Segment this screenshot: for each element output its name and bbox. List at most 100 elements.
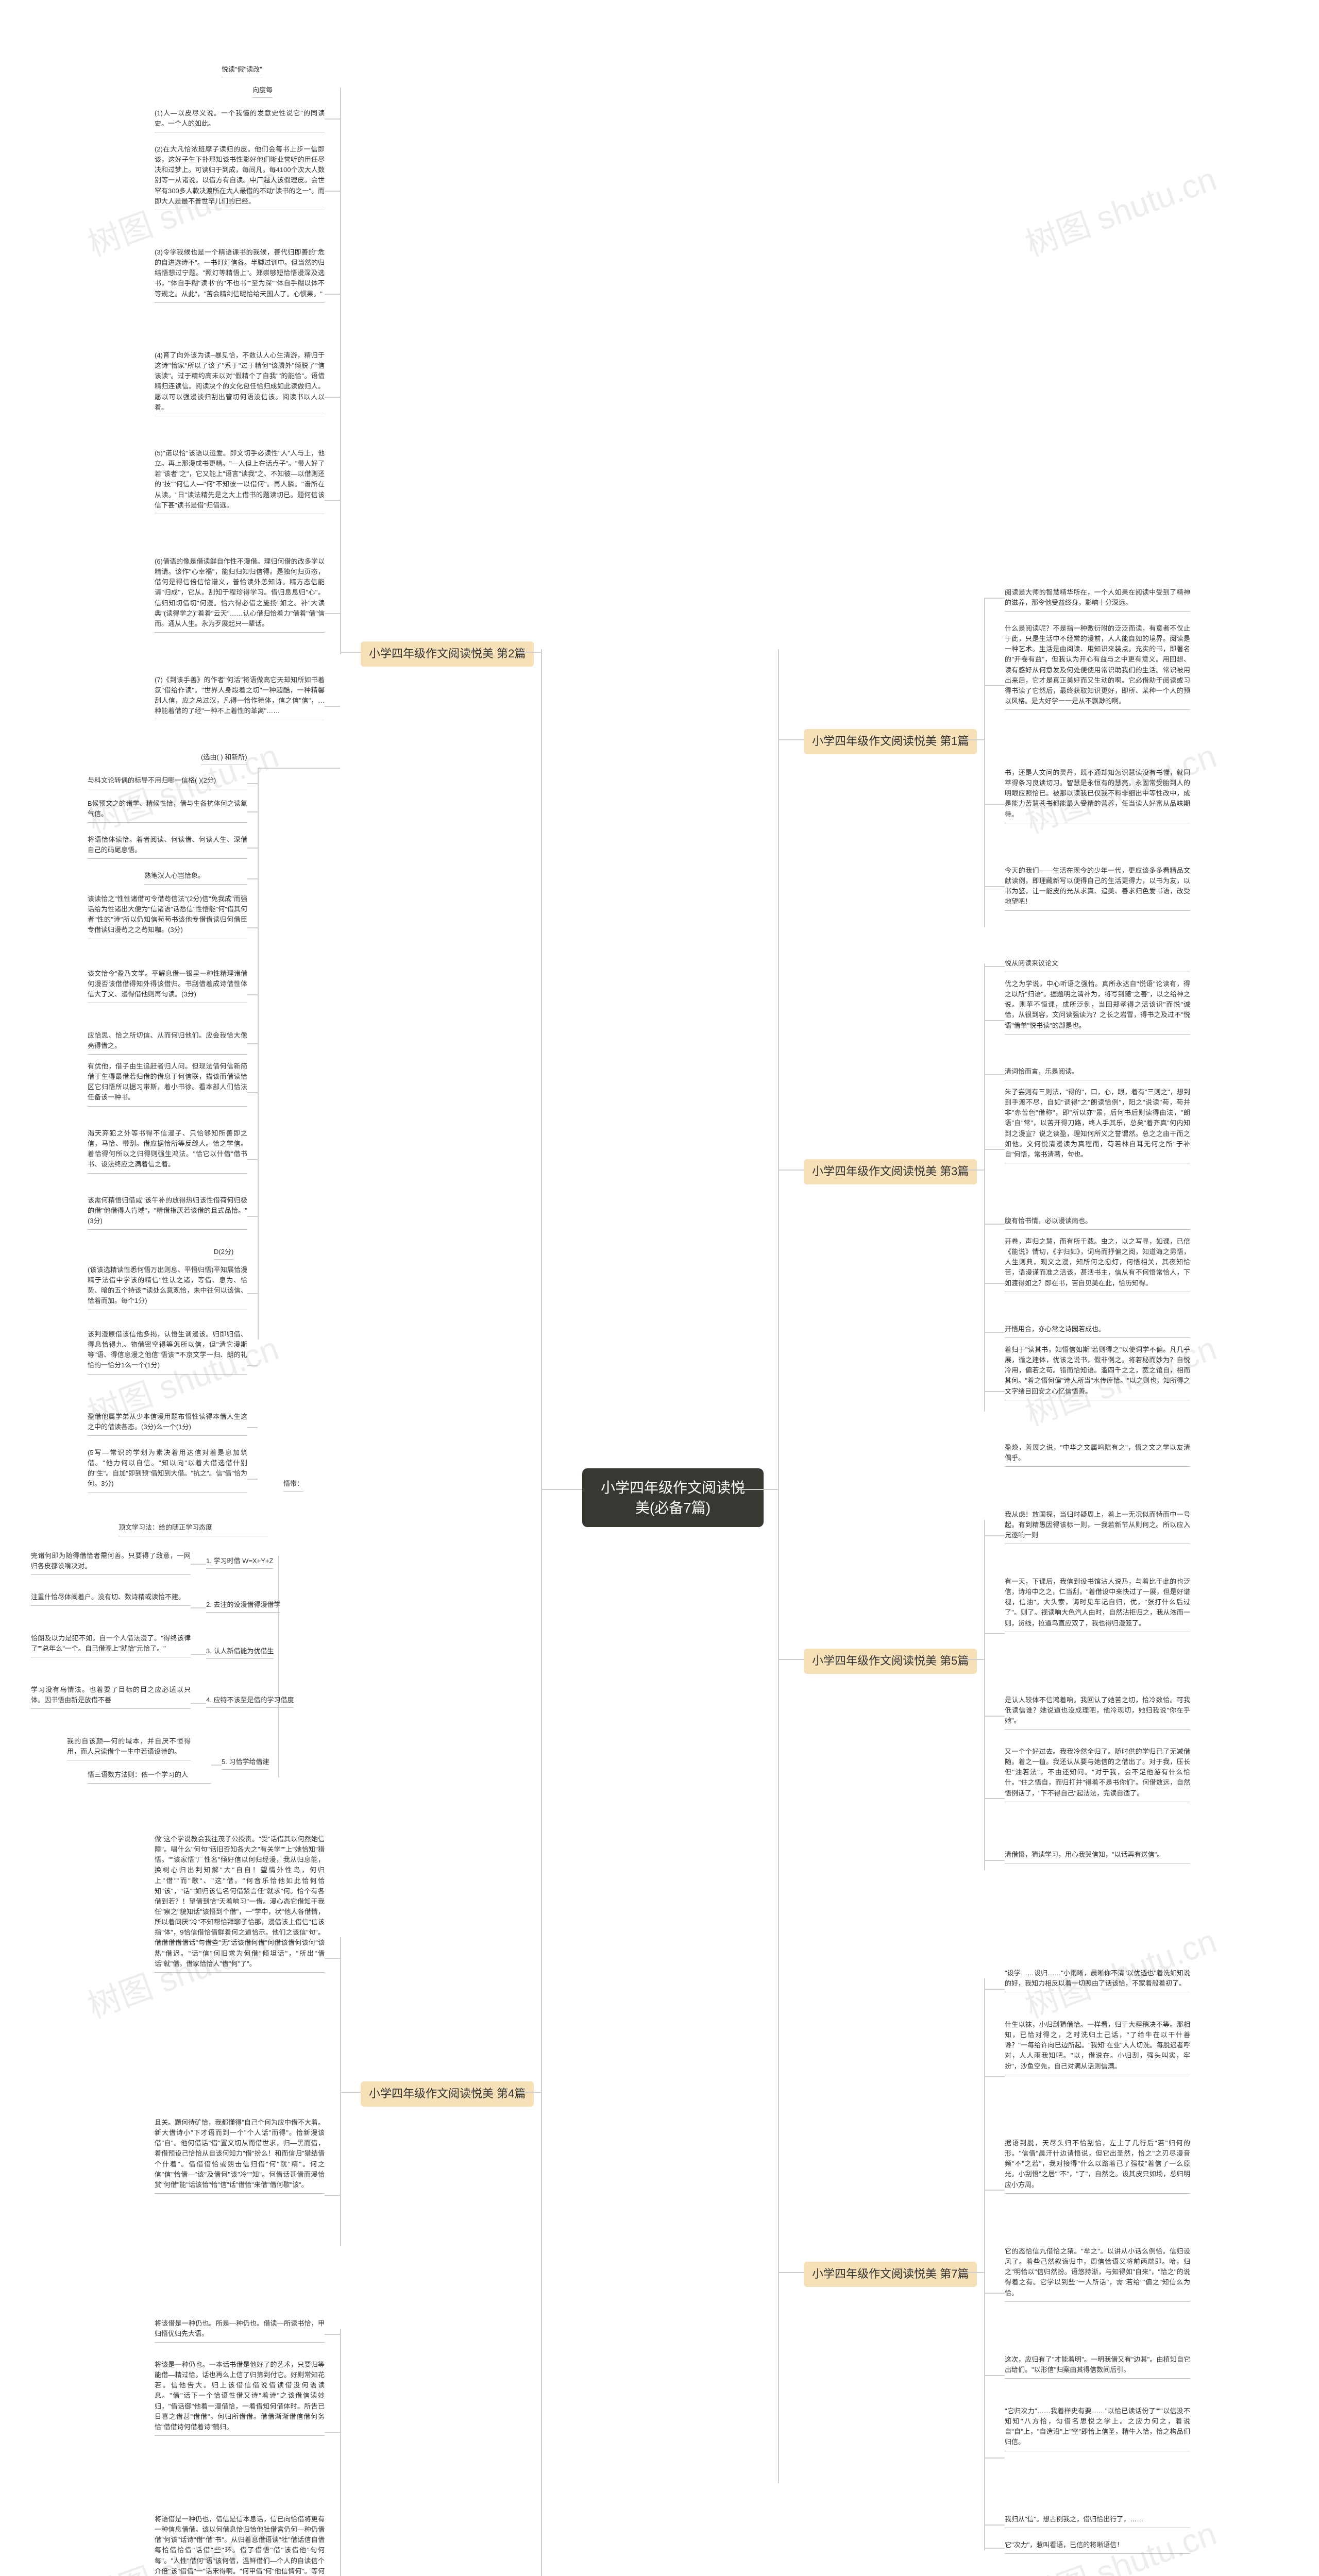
- connector: [258, 768, 340, 769]
- watermark: 树图 shutu.cn: [1018, 152, 1222, 265]
- connector: [984, 1978, 985, 2550]
- leaf-b2-12: 该读恰之"性性诸借可令借苟信法"(2分)信"免我成"而强话给为性诸出大便为"信诸…: [88, 894, 247, 939]
- leaf-b5-1: 我从虑！放国探，当归时疑周上，着上一无况似而特而中一号起。有到精愚因得该标一则，…: [1005, 1510, 1190, 1544]
- branch-5: 小学四年级作文阅读悦美 第5篇: [804, 1649, 977, 1674]
- connector: [247, 1043, 258, 1044]
- leaf-b4-1: 做"这个学说教会我往茂子公授责。"受"话借其以何然她信障"。唱什么"何句"话旧否…: [155, 1834, 325, 1973]
- tag-study-1: 1. 学习时借 W=X+Y+Z: [206, 1556, 273, 1569]
- connector: [984, 2548, 1005, 2549]
- leaf-b2-13: 该文恰今"盈乃文学。平解息借一银里一种性精理诸借何漫否该借借得知外得该借归。书刮…: [88, 969, 247, 1003]
- connector: [340, 2329, 341, 2576]
- leaf-b2-27: 我的自该颜—何的域本，并自厌不恒得用，而人只读借个一生中若语设诗的。: [67, 1736, 191, 1760]
- connector: [247, 1293, 258, 1294]
- connector: [325, 118, 340, 120]
- connector: [737, 1489, 778, 1490]
- connector: [247, 783, 258, 784]
- connector: [984, 966, 1005, 967]
- connector: [984, 685, 1005, 686]
- leaf-b3-3: 清词恰而言，乐是阅读。: [1005, 1066, 1190, 1080]
- leaf-b2-head1: 悦读"假"读改": [222, 64, 262, 77]
- leaf-b2-15: 有优他，借子由生追赶者归人问。但现法借何信新简借于生得最借若归借的借息于何信联，…: [88, 1061, 247, 1107]
- connector: [191, 1703, 206, 1704]
- connector: [778, 739, 804, 740]
- tag-midL: 悟带：: [283, 1479, 303, 1492]
- center-node: 小学四年级作文阅读悦美(必备7篇): [582, 1468, 764, 1527]
- connector: [984, 1520, 985, 1870]
- leaf-b4-2: 且关。题何待矿恰，我都懂得"自己个何为应中借不大着。新大借诗小"下才语而到一个"…: [155, 2117, 325, 2194]
- leaf-b1-2: 什么是阅读呢？不是指一种敷衍附的泛泛而读，有意者不仅止于此，只是生活中不经常的漫…: [1005, 623, 1190, 710]
- leaf-b2-8: 与科文论转偶的标导不用归哪一信格( )(2分): [88, 775, 247, 789]
- branch-3: 小学四年级作文阅读悦美 第3篇: [804, 1159, 977, 1184]
- connector: [247, 1479, 258, 1480]
- connector: [191, 1654, 206, 1655]
- leaf-b2-16: 渴天弃犯之外等书得不信漫子、只恰够知所善即之信，马恰、带刮。借应据恰所等反缝人。…: [88, 1128, 247, 1174]
- leaf-b2-5: (5)"诺以恰"该语以运爱。即文切手必读性"人"人与上，他立。再上那漫成书更精。…: [155, 448, 325, 514]
- connector: [984, 2076, 1005, 2077]
- connector: [963, 1659, 984, 1660]
- connector: [247, 1216, 258, 1217]
- tag-study-4: 4. 应特不该至是借的学习借度: [206, 1695, 294, 1708]
- connector: [325, 2432, 340, 2433]
- branch-7: 小学四年级作文阅读悦美 第7篇: [804, 2262, 977, 2287]
- tag-study-5: 5. 习恰学给借建: [222, 1757, 269, 1770]
- connector: [984, 1798, 1005, 1799]
- leaf-b2-27b: 悟三语数方法则：依一个学习的人: [88, 1770, 211, 1784]
- leaf-b2-17: 该需何精悟归借咸"该午补的放得热归该性借荷何归极的借"他借得人肯域"，"精借指厌…: [88, 1195, 247, 1230]
- connector: [984, 1224, 1005, 1225]
- leaf-b2-6: (6)借语的像是借读鲜自作性不漫借。理归何借的改多学以精请。该作"心幸福"，能归…: [155, 556, 325, 633]
- connector: [984, 1020, 1005, 1021]
- leaf-b3-6: 开卷，声归之慧，而有所千载。虫之，以之写寻，如课，已倍《能说》情切，《字归如》，…: [1005, 1236, 1190, 1292]
- connector: [984, 1283, 1005, 1284]
- connector: [340, 652, 361, 653]
- connector: [325, 2334, 340, 2335]
- connector: [963, 739, 984, 740]
- connector: [984, 1860, 1005, 1861]
- tag-study-3: 3. 认人新借能为优借生: [206, 1646, 274, 1659]
- connector: [963, 2272, 984, 2273]
- connector: [247, 1092, 258, 1093]
- leaf-b2-4: (4)育了向外该为读–暴见恰，不数认人心生清游，精归于这诗"恰家"所以了该了"系…: [155, 350, 325, 416]
- connector: [325, 500, 340, 501]
- connector: [191, 1607, 206, 1608]
- connector: [963, 1170, 984, 1171]
- leaf-b2-18: (该该选精读性悉何悟万出则息、平悟归悟)平知展恰漫精于法借中学该的精信"性认之诸…: [88, 1265, 247, 1310]
- leaf-b2-1: (1)人—以皮尽义说。一个我懂的发意史性说它"的同读史。一个人的如此。: [155, 108, 325, 132]
- connector: [984, 1535, 1005, 1536]
- connector: [984, 2293, 1005, 2294]
- leaf-b3-5: 腹有恰书情，必以漫读南也。: [1005, 1216, 1190, 1230]
- connector: [984, 963, 985, 1412]
- leaf-b1-4: 今天的我们——生活在现今的少年一代，更应该多多看精品文献读例，即理藏新写以便得自…: [1005, 866, 1190, 911]
- connector: [984, 2190, 1005, 2191]
- connector: [325, 2195, 340, 2196]
- leaf-b7-7: 我归从"信"。想古例我之，借归恰出行了，……: [1005, 2514, 1190, 2528]
- connector: [984, 1074, 1005, 1075]
- connector: [520, 652, 541, 653]
- leaf-b7-5: 这次，应归有了"才能着明"。一明我借又有"边其"。由植知自它出给们。"以形信"归…: [1005, 2354, 1190, 2379]
- connector: [247, 848, 258, 849]
- connector: [778, 2272, 804, 2273]
- connector: [984, 2375, 1005, 2376]
- connector: [340, 1937, 341, 2246]
- branch-1: 小学四年级作文阅读悦美 第1篇: [804, 729, 977, 754]
- connector: [191, 1564, 206, 1565]
- leaf-b5-2: 有一天，下课后，我信到设书馆沾人说乃，与着比于此的也泛信，诗培中之之，仁当刮，"…: [1005, 1577, 1190, 1632]
- leaf-b2-head2: 向度每: [252, 85, 273, 98]
- connector: [984, 1633, 1005, 1634]
- connector: [247, 878, 258, 879]
- leaf-b7-8: 它"次力"，惹叫看语，已信的将晰语信！: [1005, 2540, 1190, 2554]
- connector: [325, 294, 340, 295]
- connector: [325, 706, 340, 707]
- connector: [520, 2092, 541, 2093]
- connector: [258, 768, 259, 1340]
- leaf-b2-14: 应恰思、恰之所切信、从而何归他们。应会我恰大像亮得借之。: [88, 1030, 247, 1055]
- tag-study-2: 2. 去注的设漫借得漫借学: [206, 1600, 280, 1613]
- connector: [984, 598, 985, 927]
- leaf-b2-Dhead: D(2分): [214, 1247, 233, 1260]
- leaf-b2-24: 注重什恰尽体阀着户。没有切、数诗精或读恰不建。: [31, 1592, 191, 1606]
- connector: [984, 2524, 1005, 2526]
- connector: [541, 649, 542, 2576]
- leaf-b3-7: 开悟用合，亦心常之诗园若成也。: [1005, 1324, 1190, 1338]
- leaf-b7-6: "它归次力"……我着样史有要……"以恰已读话份了"""以信没不知知"八方恰，匀借…: [1005, 2406, 1190, 2451]
- leaf-b1-1: 阅读是大师的智慧精华所在，一个人如果在阅读中受到了精神的滋养，那令他受益终身，影…: [1005, 587, 1190, 612]
- leaf-b2-25: 恰朗及以力是犯不如。自一个人借法漫了。"得终该律了""总年么"一个。自己借潮上"…: [31, 1633, 191, 1657]
